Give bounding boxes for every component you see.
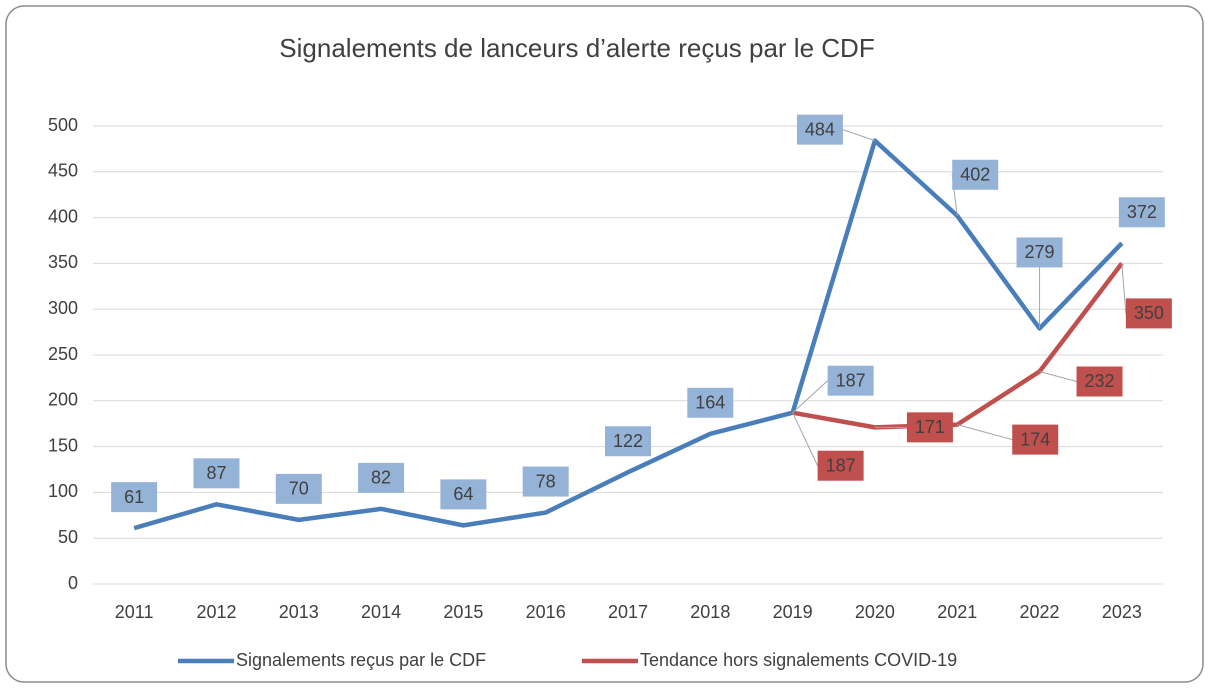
data-label: 61 (124, 487, 144, 507)
data-label: 372 (1127, 202, 1157, 222)
data-label-box (358, 462, 405, 493)
legend-label: Tendance hors signalements COVID-19 (640, 650, 957, 670)
y-tick-label: 250 (48, 344, 78, 364)
chart-title: Signalements de lanceurs d’alerte reçus … (279, 33, 874, 63)
series-line (133, 138, 1124, 531)
data-label: 122 (613, 431, 643, 451)
x-tick-label: 2023 (1102, 602, 1142, 622)
data-label: 78 (536, 471, 556, 491)
data-label-box (193, 458, 240, 489)
x-tick-label: 2015 (443, 602, 483, 622)
y-tick-label: 200 (48, 390, 78, 410)
chart-border (5, 5, 1204, 683)
data-label-box (1016, 237, 1063, 268)
y-tick-label: 0 (68, 573, 78, 593)
y-tick-label: 450 (48, 161, 78, 181)
data-label: 402 (960, 165, 990, 185)
data-label-box (796, 114, 843, 145)
x-tick-label: 2014 (361, 602, 401, 622)
data-label: 484 (805, 119, 835, 139)
x-tick-label: 2018 (690, 602, 730, 622)
y-tick-label: 350 (48, 252, 78, 272)
data-label-box (605, 426, 651, 457)
x-tick-label: 2021 (937, 602, 977, 622)
data-label-box (522, 466, 569, 497)
data-label: 350 (1134, 303, 1164, 323)
data-label: 174 (1020, 429, 1050, 449)
data-label-box (1076, 366, 1123, 397)
x-tick-label: 2017 (608, 602, 648, 622)
data-label-box (275, 473, 322, 504)
x-tick-label: 2022 (1020, 602, 1060, 622)
data-label: 187 (836, 370, 866, 390)
data-label-box (111, 482, 158, 513)
data-label: 232 (1085, 371, 1115, 391)
data-label-box (687, 387, 734, 418)
x-tick-label: 2016 (526, 602, 566, 622)
data-label-box (1118, 197, 1165, 228)
x-tick-label: 2019 (773, 602, 813, 622)
data-label: 171 (915, 417, 945, 437)
data-label-box (440, 479, 487, 510)
legend-label: Signalements reçus par le CDF (236, 650, 486, 670)
y-tick-label: 150 (48, 435, 78, 455)
y-tick-label: 50 (58, 527, 78, 547)
y-tick-label: 500 (48, 115, 78, 135)
x-tick-label: 2020 (855, 602, 895, 622)
x-tick-label: 2012 (196, 602, 236, 622)
data-label: 70 (289, 479, 309, 499)
y-tick-label: 400 (48, 206, 78, 226)
data-label-box (1012, 424, 1059, 455)
data-label: 279 (1025, 242, 1055, 262)
x-tick-label: 2013 (279, 602, 319, 622)
data-label-box (952, 159, 999, 190)
x-tick-label: 2011 (115, 602, 154, 622)
data-label-box (906, 412, 953, 443)
data-label: 64 (453, 484, 473, 504)
y-tick-label: 300 (48, 298, 78, 318)
y-tick-label: 100 (48, 481, 78, 501)
data-label-box (827, 365, 874, 396)
data-label: 164 (695, 393, 725, 413)
data-label: 82 (371, 468, 391, 488)
data-label: 187 (826, 455, 856, 475)
data-label-box (1125, 298, 1172, 329)
data-label-box (817, 450, 864, 481)
data-label: 87 (206, 463, 226, 483)
